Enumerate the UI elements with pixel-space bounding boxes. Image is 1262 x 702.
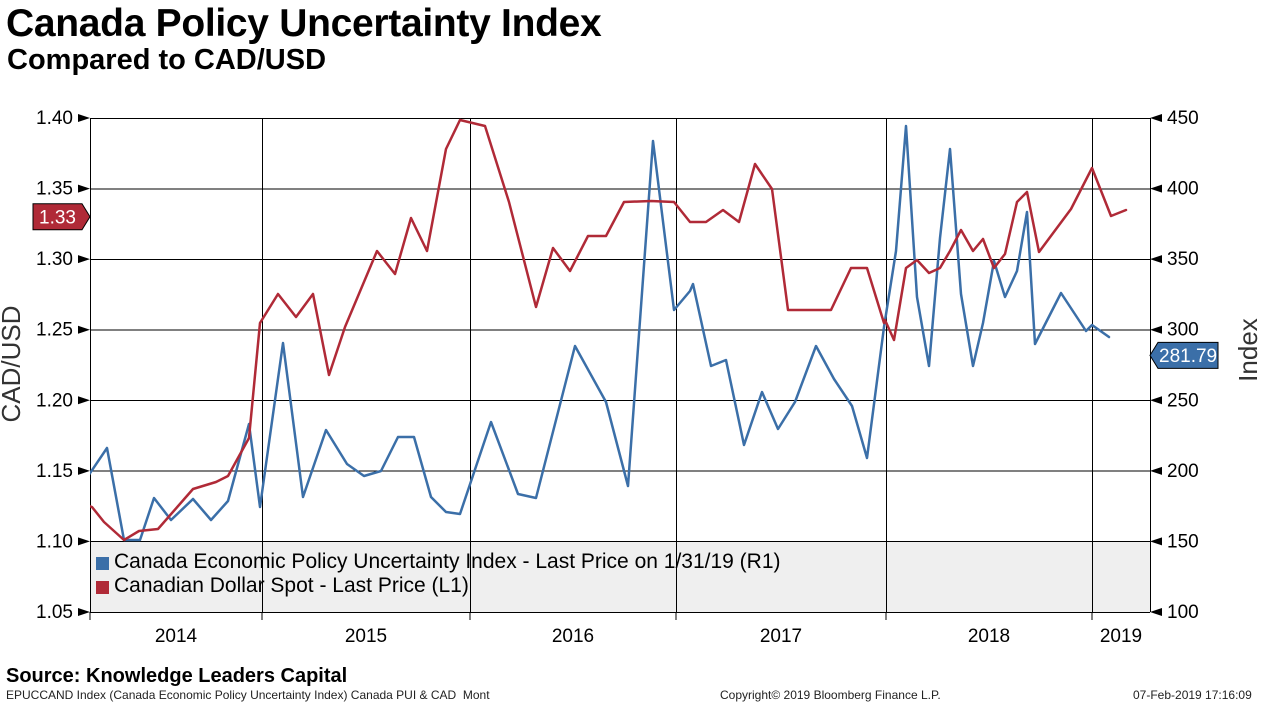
svg-text:2019: 2019 bbox=[1100, 626, 1142, 647]
svg-text:450: 450 bbox=[1167, 108, 1199, 129]
svg-text:Index: Index bbox=[1233, 318, 1262, 382]
svg-text:2017: 2017 bbox=[760, 626, 802, 647]
svg-text:1.30: 1.30 bbox=[36, 249, 73, 270]
svg-text:1.10: 1.10 bbox=[36, 531, 73, 552]
svg-text:1.05: 1.05 bbox=[36, 602, 73, 623]
svg-text:2014: 2014 bbox=[155, 626, 198, 647]
svg-text:1.25: 1.25 bbox=[36, 320, 73, 341]
svg-text:1.33: 1.33 bbox=[39, 208, 76, 229]
svg-text:1.20: 1.20 bbox=[36, 390, 73, 411]
svg-text:250: 250 bbox=[1167, 390, 1199, 411]
svg-text:Canada Economic Policy Uncerta: Canada Economic Policy Uncertainty Index… bbox=[114, 550, 781, 573]
svg-text:2018: 2018 bbox=[968, 626, 1010, 647]
svg-text:1.35: 1.35 bbox=[36, 179, 73, 200]
svg-text:200: 200 bbox=[1167, 461, 1199, 482]
svg-text:1.15: 1.15 bbox=[36, 461, 73, 482]
svg-text:Canadian Dollar Spot - Last Pr: Canadian Dollar Spot - Last Price (L1) bbox=[114, 574, 469, 597]
svg-text:300: 300 bbox=[1167, 320, 1199, 341]
svg-text:CAD/USD: CAD/USD bbox=[0, 305, 26, 422]
svg-text:2016: 2016 bbox=[552, 626, 594, 647]
svg-text:281.79: 281.79 bbox=[1159, 346, 1217, 367]
svg-text:400: 400 bbox=[1167, 179, 1199, 200]
svg-text:150: 150 bbox=[1167, 531, 1199, 552]
svg-text:2015: 2015 bbox=[345, 626, 387, 647]
svg-text:1.40: 1.40 bbox=[36, 108, 73, 129]
svg-text:100: 100 bbox=[1167, 602, 1199, 623]
svg-text:350: 350 bbox=[1167, 249, 1199, 270]
